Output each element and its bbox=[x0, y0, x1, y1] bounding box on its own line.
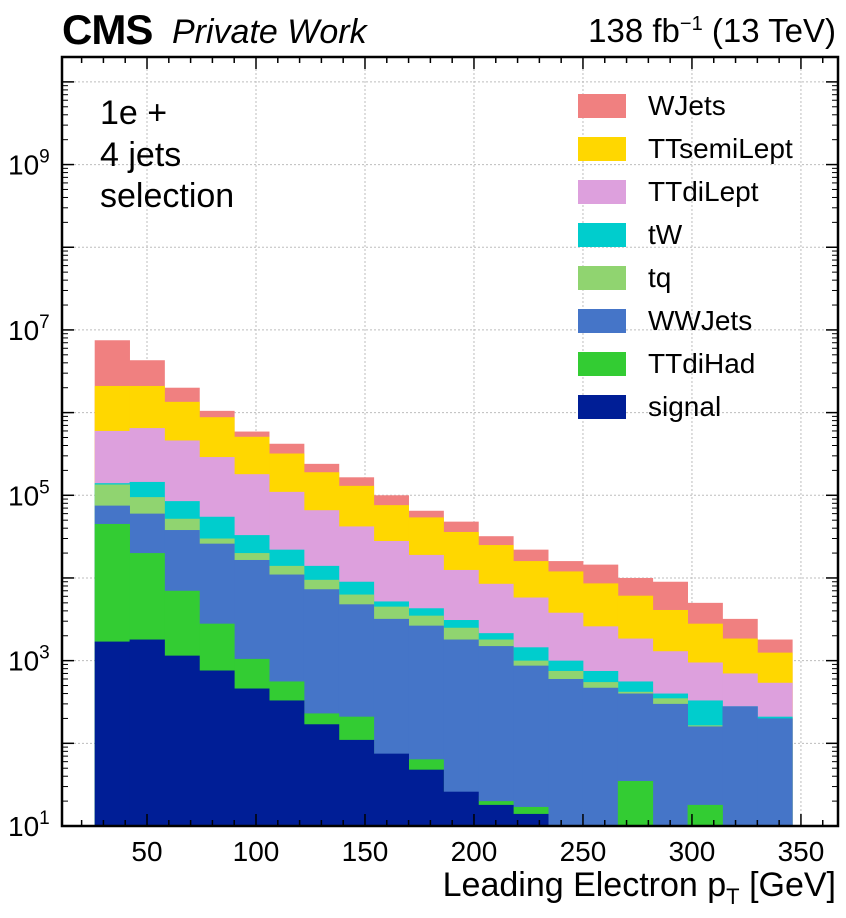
lumi-exponent: −1 bbox=[679, 13, 703, 35]
x-axis-label-main: Leading Electron p bbox=[442, 866, 727, 904]
legend-item-wjets: WJets bbox=[578, 84, 793, 127]
plot-frame bbox=[60, 55, 840, 828]
legend-item-signal: signal bbox=[578, 385, 793, 428]
x-axis-label: Leading Electron pT [GeV] bbox=[443, 866, 836, 910]
y-tick-label: 105 bbox=[8, 477, 50, 511]
legend-label: tW bbox=[648, 218, 683, 250]
legend-item-ttdihad: TTdiHad bbox=[578, 342, 793, 385]
bar-wwjets bbox=[548, 678, 584, 826]
legend-label: WWJets bbox=[648, 304, 753, 336]
bar-signal bbox=[94, 641, 130, 826]
legend-label: WJets bbox=[648, 89, 726, 121]
selection-line-3: selection bbox=[100, 177, 235, 215]
bar-ttdihad bbox=[617, 781, 654, 826]
bar-wwjets bbox=[722, 706, 758, 826]
selection-line-2: 4 jets bbox=[100, 136, 182, 174]
bar-wwjets bbox=[652, 703, 688, 826]
x-tick-label: 100 bbox=[233, 836, 280, 867]
x-tick-label: 200 bbox=[451, 836, 498, 867]
legend-label: TTdiLept bbox=[648, 175, 759, 207]
series-signal bbox=[94, 639, 549, 826]
energy-value: (13 TeV) bbox=[702, 12, 836, 49]
bar-wwjets bbox=[582, 687, 619, 826]
bar-signal bbox=[199, 670, 235, 826]
bar-signal bbox=[269, 700, 305, 826]
y-tick-label: 103 bbox=[8, 643, 50, 677]
x-tick-label: 250 bbox=[560, 836, 607, 867]
x-axis-label-subscript: T bbox=[726, 883, 740, 909]
legend-label: TTsemiLept bbox=[648, 132, 793, 164]
legend-item-wwjets: WWJets bbox=[578, 299, 793, 342]
y-tick-label: 109 bbox=[8, 147, 50, 181]
x-axis-label-unit: [GeV] bbox=[739, 866, 836, 904]
bar-signal bbox=[408, 769, 444, 826]
x-tick-label: 350 bbox=[778, 836, 825, 867]
bar-ttdihad bbox=[687, 804, 723, 826]
selection-line-1: 1e + bbox=[100, 94, 168, 132]
legend-item-ttdilept: TTdiLept bbox=[578, 170, 793, 213]
legend-label: signal bbox=[648, 390, 722, 422]
bar-signal bbox=[303, 724, 340, 826]
experiment-subtitle: Private Work bbox=[172, 13, 367, 51]
legend-swatch bbox=[578, 136, 626, 161]
legend-label: TTdiHad bbox=[648, 347, 756, 379]
bar-signal bbox=[164, 655, 200, 826]
bar-wwjets bbox=[478, 646, 514, 826]
legend: WJets TTsemiLept TTdiLept tW tq WWJets TTdiHad… bbox=[578, 84, 793, 428]
legend-item-tq: tq bbox=[578, 256, 793, 299]
bar-signal bbox=[443, 791, 479, 826]
experiment-label: CMS bbox=[62, 6, 153, 53]
legend-swatch bbox=[578, 265, 626, 290]
x-tick-label: 150 bbox=[342, 836, 389, 867]
bar-signal bbox=[478, 804, 514, 826]
legend-swatch bbox=[578, 351, 626, 376]
bar-signal bbox=[338, 739, 375, 826]
x-tick-label: 50 bbox=[131, 836, 162, 867]
x-tick-label: 300 bbox=[669, 836, 716, 867]
bar-signal bbox=[234, 688, 270, 826]
bar-wwjets bbox=[513, 665, 549, 826]
legend-swatch bbox=[578, 222, 626, 247]
y-tick-label: 107 bbox=[8, 312, 50, 346]
legend-item-tw: tW bbox=[578, 213, 793, 256]
legend-swatch bbox=[578, 394, 626, 419]
legend-swatch bbox=[578, 179, 626, 204]
bar-signal bbox=[373, 753, 409, 826]
bar-signal bbox=[513, 813, 549, 826]
legend-swatch bbox=[578, 93, 626, 118]
legend-label: tq bbox=[648, 261, 672, 293]
bar-wwjets bbox=[757, 718, 793, 826]
luminosity-label: 138 fb−1 (13 TeV) bbox=[588, 12, 836, 50]
y-tick-label: 101 bbox=[8, 808, 50, 842]
bar-signal bbox=[129, 639, 165, 826]
lumi-value: 138 fb bbox=[588, 12, 680, 49]
legend-item-ttsemilept: TTsemiLept bbox=[578, 127, 793, 170]
legend-swatch bbox=[578, 308, 626, 333]
